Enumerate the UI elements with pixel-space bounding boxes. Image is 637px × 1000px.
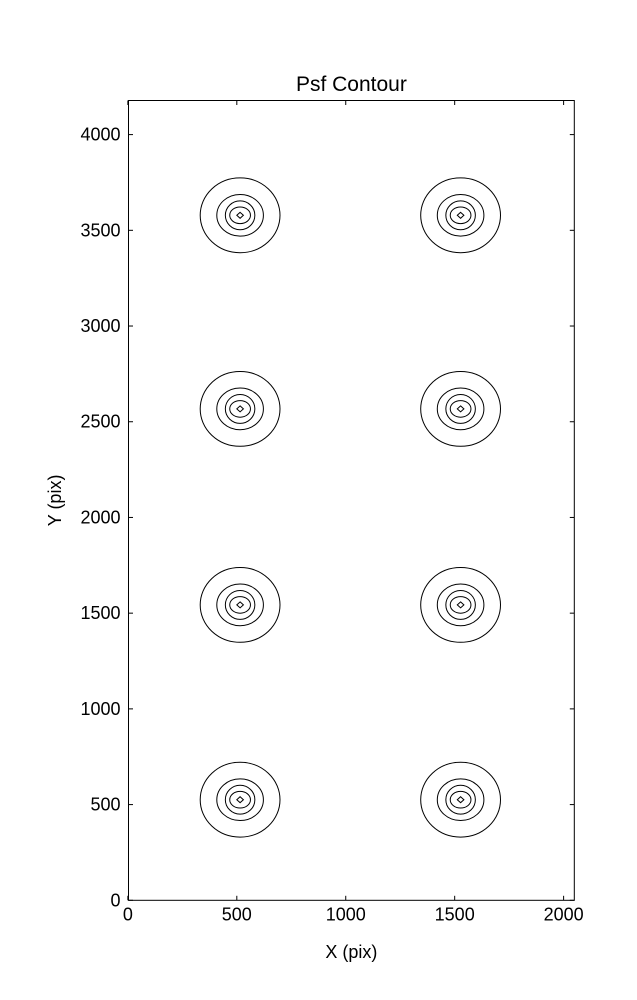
svg-text:4000: 4000 [80,125,120,145]
svg-text:500: 500 [222,904,252,924]
svg-text:2000: 2000 [80,507,120,527]
svg-text:0: 0 [123,904,133,924]
svg-text:1000: 1000 [326,904,366,924]
svg-text:2500: 2500 [80,412,120,432]
svg-text:0: 0 [110,890,120,910]
svg-text:3500: 3500 [80,220,120,240]
svg-text:Psf Contour: Psf Contour [296,73,407,96]
svg-text:Y (pix): Y (pix) [45,475,65,527]
svg-text:1500: 1500 [80,603,120,623]
svg-text:500: 500 [90,795,120,815]
svg-text:1000: 1000 [80,699,120,719]
svg-text:1500: 1500 [435,904,475,924]
svg-text:3000: 3000 [80,316,120,336]
svg-text:2000: 2000 [544,904,584,924]
svg-text:X (pix): X (pix) [325,942,377,962]
